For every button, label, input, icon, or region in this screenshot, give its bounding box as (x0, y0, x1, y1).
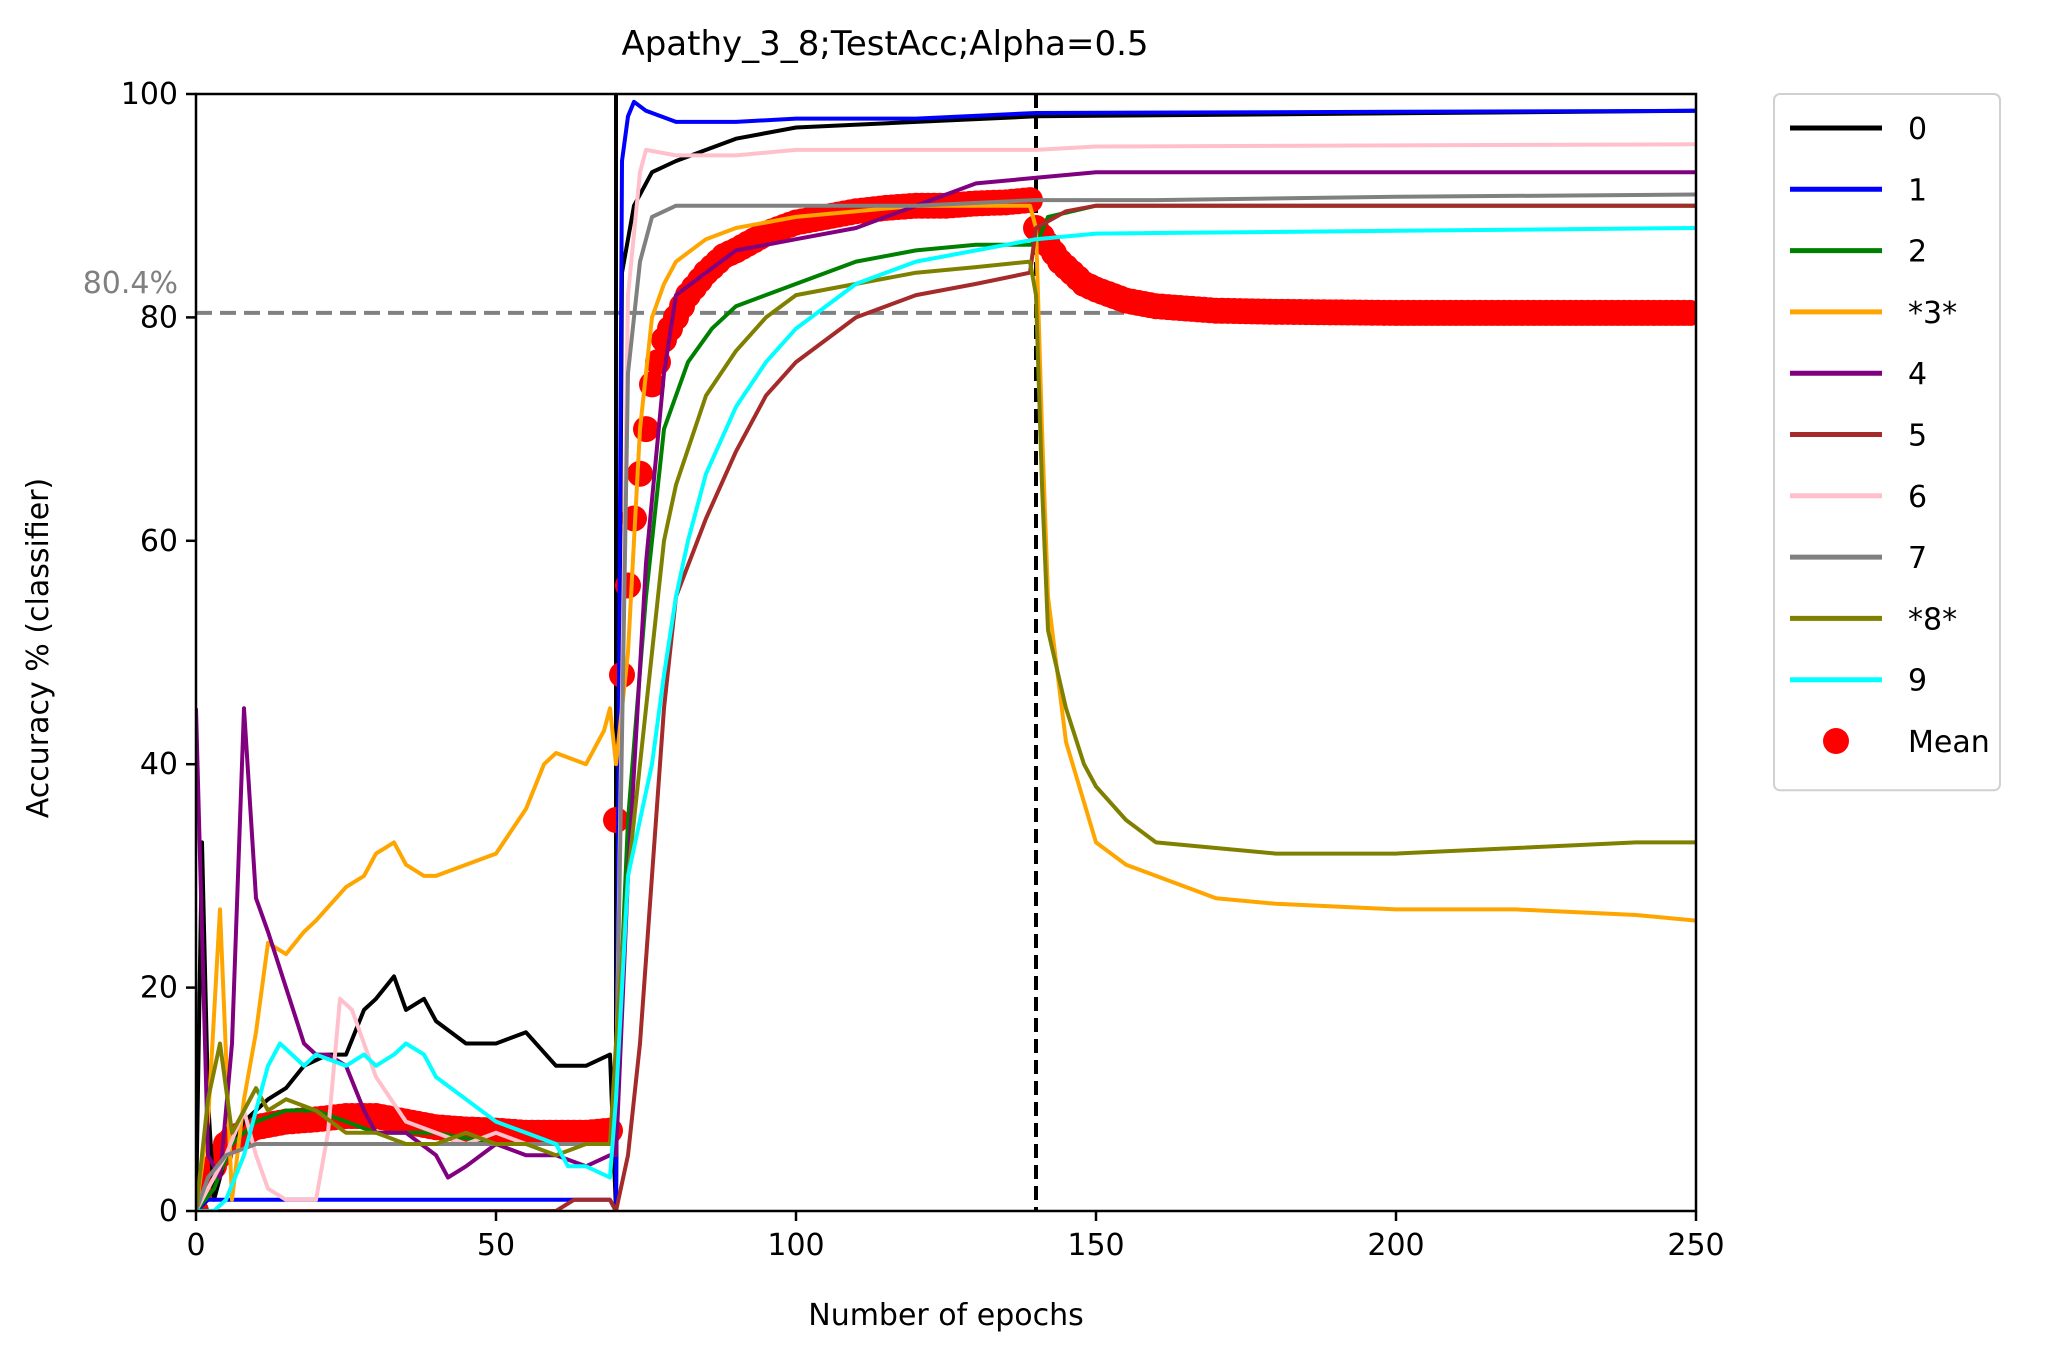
y-tick-label: 20 (140, 971, 178, 1006)
series-line-9 (196, 226, 1696, 1211)
series-line-0 (196, 108, 1696, 1211)
legend: 0 1 2 *3* 4 5 6 7 *8* 9 Mean (1773, 93, 2001, 792)
y-axis-label: Accuracy % (classifier) (21, 478, 56, 818)
y-tick-label: 80 (140, 300, 178, 335)
x-tick-label: 50 (477, 1228, 515, 1263)
legend-label: 4 (1908, 357, 1927, 392)
plot-frame (194, 92, 1698, 1213)
x-tick-label: 100 (767, 1228, 824, 1263)
legend-label: Mean (1908, 725, 1990, 760)
x-tick-label: 150 (1067, 1228, 1124, 1263)
legend-label: *8* (1908, 602, 1957, 637)
chart-title: Apathy_3_8;TestAcc;Alpha=0.5 (621, 24, 1148, 64)
series-line-2 (196, 203, 1696, 1211)
legend-label: 5 (1908, 419, 1927, 454)
series-line-8 (196, 259, 1696, 1211)
legend-marker (1823, 728, 1849, 754)
series-layer (196, 99, 1696, 1211)
x-tick-label: 250 (1667, 1228, 1724, 1263)
legend-box (1773, 93, 2001, 792)
series-line-7 (196, 192, 1696, 1211)
series-line-1 (196, 99, 1696, 1211)
x-axis-label: Number of epochs (808, 1298, 1084, 1333)
series-line-3 (196, 203, 1696, 1211)
mean-point (633, 416, 659, 443)
legend-label: *3* (1908, 296, 1957, 331)
y-tick-label: 0 (159, 1194, 178, 1229)
legend-label: 9 (1908, 664, 1927, 699)
legend-label: 0 (1908, 112, 1927, 147)
axes: 0 50 100 150 200 250 0 20 40 60 80 100 (121, 77, 1725, 1263)
mean-point (603, 807, 629, 834)
reference-line-label: 80.4% (83, 266, 178, 301)
x-tick-label: 0 (186, 1228, 205, 1263)
y-tick-label: 100 (121, 77, 178, 112)
legend-label: 1 (1908, 173, 1927, 208)
series-line-5 (196, 203, 1696, 1211)
legend-label: 7 (1908, 541, 1927, 576)
y-tick-label: 60 (140, 524, 178, 559)
mean-point (627, 460, 653, 487)
mean-point (1677, 299, 1696, 326)
y-tick-label: 40 (140, 747, 178, 782)
legend-label: 2 (1908, 235, 1927, 270)
legend-label: 6 (1908, 480, 1927, 515)
x-tick-label: 200 (1367, 1228, 1424, 1263)
